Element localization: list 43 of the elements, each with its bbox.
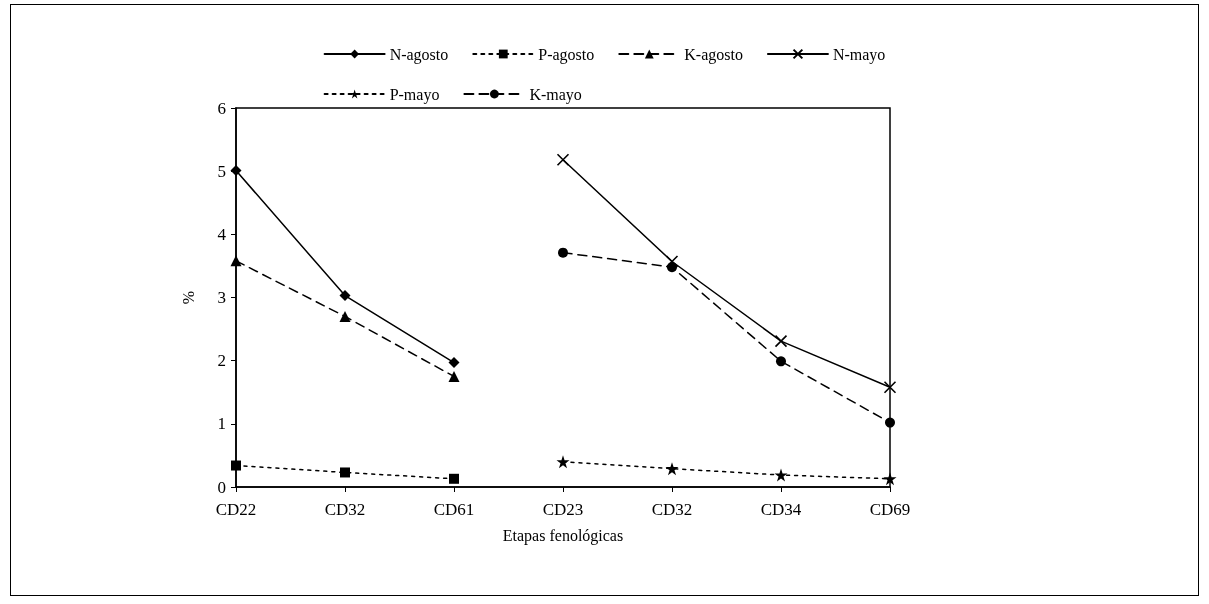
- y-tick-label: 1: [217, 414, 226, 434]
- legend-label: P-agosto: [538, 45, 595, 64]
- point: [774, 334, 788, 348]
- x-tick-label: CD22: [215, 500, 257, 519]
- point: [339, 310, 351, 322]
- legend-label: N-mayo: [832, 45, 886, 64]
- point: [340, 467, 350, 478]
- point: [230, 255, 242, 267]
- y-tick-label: 2: [217, 351, 226, 371]
- point: [231, 460, 241, 471]
- x-tick-label: CD32: [324, 500, 366, 519]
- y-tick-label: 4: [217, 224, 227, 244]
- point: [448, 357, 460, 369]
- point: [667, 262, 677, 273]
- point: [448, 370, 460, 382]
- point: [449, 473, 459, 484]
- point: [558, 247, 568, 258]
- point: [556, 153, 570, 167]
- y-axis-title: %: [179, 290, 197, 305]
- point: [776, 356, 786, 367]
- y-tick-label: 0: [217, 477, 226, 497]
- point: [885, 417, 895, 428]
- x-tick-label: CD69: [869, 500, 911, 519]
- x-tick-label: CD61: [433, 500, 475, 519]
- y-tick-label: 3: [217, 288, 226, 307]
- legend-label: P-mayo: [389, 85, 440, 104]
- y-tick-label: 5: [217, 161, 226, 181]
- point: [665, 255, 679, 268]
- legend-label: K-agosto: [684, 45, 743, 64]
- y-tick-label: 6: [217, 98, 226, 118]
- point: [339, 290, 351, 302]
- legend-label: N-agosto: [389, 45, 449, 64]
- point: [556, 455, 570, 469]
- x-axis-title: Etapas fenológicas: [502, 526, 624, 545]
- x-tick-label: CD34: [760, 500, 802, 519]
- point: [883, 472, 897, 486]
- x-tick-label: CD32: [651, 500, 693, 519]
- legend-label: K-mayo: [529, 85, 582, 104]
- x-tick-label: CD23: [542, 500, 584, 519]
- point: [774, 468, 788, 482]
- point: [883, 380, 897, 394]
- point: [230, 165, 242, 177]
- point: [665, 462, 679, 476]
